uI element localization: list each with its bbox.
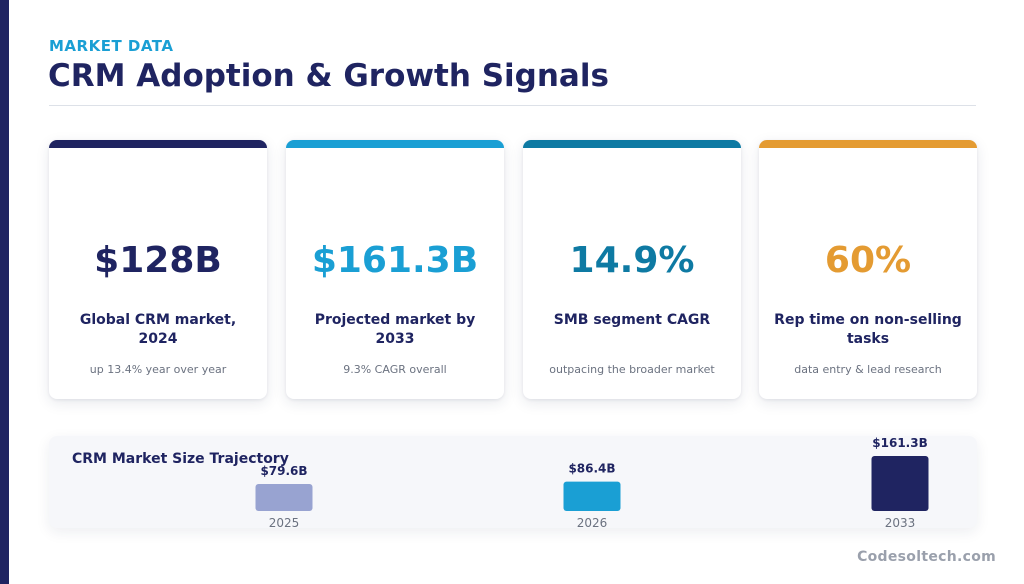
stat-card-market-2024: $128B Global CRM market, 2024 up 13.4% y… — [49, 140, 267, 399]
stat-label: Rep time on non-selling tasks — [774, 312, 962, 347]
stat-value: $161.3B — [311, 240, 479, 281]
stat-value: $128B — [94, 240, 222, 281]
bar-category-label: 2026 — [577, 516, 608, 530]
bar-value-label: $161.3B — [872, 436, 927, 450]
card-accent-bar — [286, 140, 504, 148]
bar-category-label: 2033 — [885, 516, 916, 530]
left-accent-rail — [0, 0, 9, 584]
section-eyebrow: MARKET DATA — [49, 37, 174, 55]
stat-card-projected-2033: $161.3B Projected market by 2033 9.3% CA… — [286, 140, 504, 399]
header-divider — [49, 105, 976, 106]
card-accent-bar — [49, 140, 267, 148]
stat-card-rep-time: 60% Rep time on non-selling tasks data e… — [759, 140, 977, 399]
stat-value: 60% — [824, 240, 912, 281]
brand-footer: Codesoltech.com — [857, 549, 996, 565]
page-title: CRM Adoption & Growth Signals — [48, 58, 609, 94]
stat-label: Global CRM market, 2024 — [79, 312, 237, 347]
trajectory-chart-panel — [49, 436, 977, 528]
bar-category-label: 2025 — [269, 516, 300, 530]
stat-note: up 13.4% year over year — [89, 363, 227, 376]
stat-note: 9.3% CAGR overall — [343, 363, 447, 376]
stat-label: SMB segment CAGR — [553, 312, 711, 328]
bar-2025 — [255, 484, 313, 511]
bar-2033 — [871, 456, 929, 511]
card-accent-bar — [759, 140, 977, 148]
stat-card-smb-cagr: 14.9% SMB segment CAGR outpacing the bro… — [523, 140, 741, 399]
stat-value: 14.9% — [569, 240, 695, 281]
bar-value-label: $86.4B — [568, 462, 615, 476]
chart-title: CRM Market Size Trajectory — [72, 451, 289, 467]
stat-note: outpacing the broader market — [549, 363, 715, 376]
bar-value-label: $79.6B — [260, 464, 307, 478]
stat-label: Projected market by 2033 — [314, 312, 476, 347]
stat-note: data entry & lead research — [794, 363, 942, 376]
card-accent-bar — [523, 140, 741, 148]
bar-2026 — [563, 481, 621, 511]
